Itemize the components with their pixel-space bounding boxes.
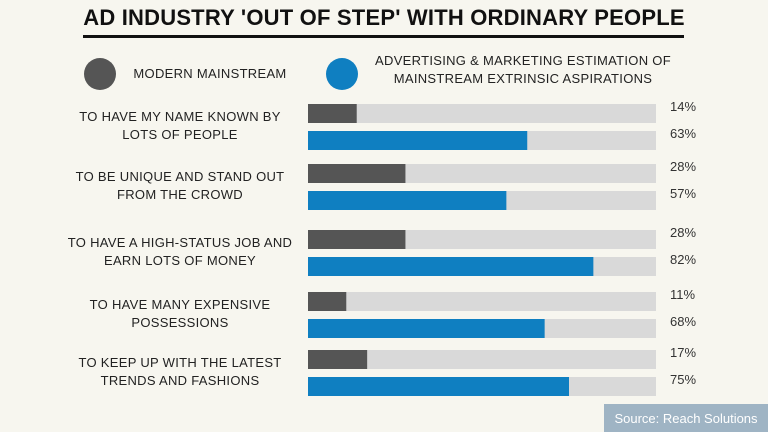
bar-advertising xyxy=(308,319,545,338)
legend-label-advertising-line2: MAINSTREAM EXTRINSIC ASPIRATIONS xyxy=(393,71,653,86)
bar-track xyxy=(308,292,656,311)
legend-swatch-advertising xyxy=(326,58,358,90)
data-label: 68% xyxy=(670,314,696,329)
data-label: 14% xyxy=(670,99,696,114)
bar-mainstream xyxy=(308,164,406,183)
bar-advertising xyxy=(308,191,507,210)
legend-swatch-mainstream xyxy=(84,58,116,90)
bar-mainstream xyxy=(308,292,347,311)
bar-track xyxy=(308,104,656,123)
bar-advertising xyxy=(308,131,528,150)
data-label: 75% xyxy=(670,372,696,387)
legend-label-advertising-line1: ADVERTISING & MARKETING ESTIMATION OF xyxy=(375,53,671,68)
bar-mainstream xyxy=(308,104,357,123)
data-label: 28% xyxy=(670,225,696,240)
category-label: EARN LOTS OF MONEY xyxy=(104,253,256,268)
bar-mainstream xyxy=(308,230,406,249)
data-label: 17% xyxy=(670,345,696,360)
data-label: 82% xyxy=(670,252,696,267)
category-label: TO KEEP UP WITH THE LATEST xyxy=(78,355,281,370)
category-label: TO HAVE MANY EXPENSIVE xyxy=(90,297,271,312)
data-label: 57% xyxy=(670,186,696,201)
bar-advertising xyxy=(308,377,569,396)
category-label: POSSESSIONS xyxy=(131,315,228,330)
category-label: FROM THE CROWD xyxy=(117,187,243,202)
legend-label-mainstream: MODERN MAINSTREAM xyxy=(133,66,287,81)
category-label: TRENDS AND FASHIONS xyxy=(101,373,260,388)
category-label: TO HAVE MY NAME KNOWN BY xyxy=(79,109,281,124)
chart-title: AD INDUSTRY 'OUT OF STEP' WITH ORDINARY … xyxy=(83,5,685,30)
data-label: 63% xyxy=(670,126,696,141)
category-label: TO HAVE A HIGH-STATUS JOB AND xyxy=(68,235,292,250)
category-label: TO BE UNIQUE AND STAND OUT xyxy=(76,169,285,184)
source-label: Source: Reach Solutions xyxy=(604,404,768,432)
title-underline xyxy=(83,35,684,38)
bar-track xyxy=(308,350,656,369)
bar-mainstream xyxy=(308,350,368,369)
data-label: 28% xyxy=(670,159,696,174)
legend-label-advertising: ADVERTISING & MARKETING ESTIMATION OF MA… xyxy=(366,52,680,88)
bar-advertising xyxy=(308,257,594,276)
data-label: 11% xyxy=(670,287,695,302)
category-label: LOTS OF PEOPLE xyxy=(122,127,237,142)
